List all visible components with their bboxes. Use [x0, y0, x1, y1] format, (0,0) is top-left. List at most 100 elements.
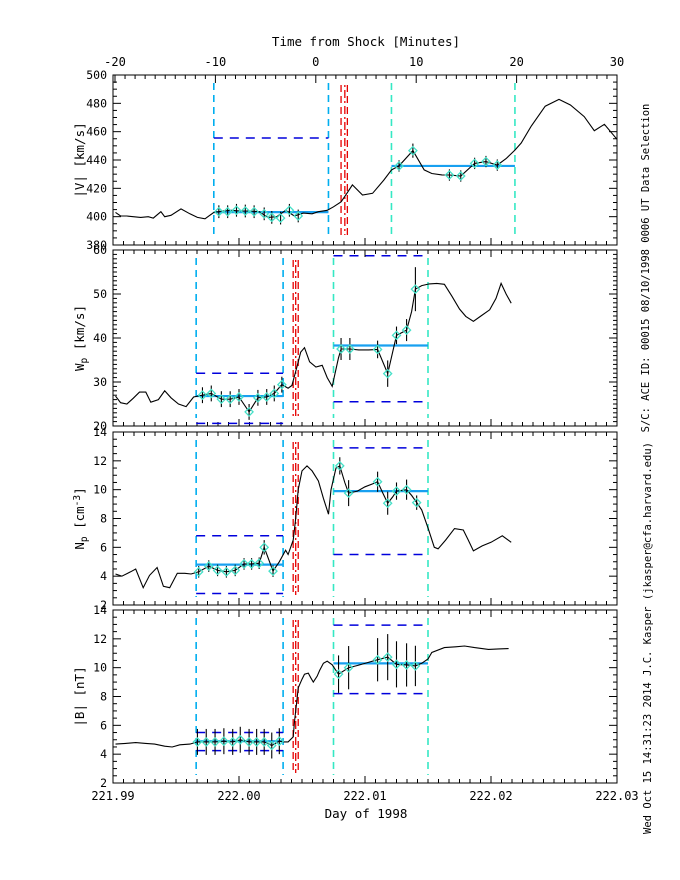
x-tick-label: 222.02 — [469, 789, 512, 803]
axis-box — [112, 74, 618, 246]
marker-diamond — [197, 390, 208, 401]
marker-diamond — [407, 145, 418, 156]
y-axis-label: Wp [km/s] — [72, 305, 90, 371]
marker-diamond — [343, 662, 354, 673]
y-tick-label: 20 — [93, 419, 107, 433]
marker-diamond — [240, 206, 251, 216]
y-tick-label: 40 — [93, 331, 107, 345]
y-tick-label: 8 — [100, 690, 107, 704]
marker-diamond — [212, 565, 223, 576]
marker-diamond — [268, 566, 278, 577]
marker-diamond — [334, 460, 345, 471]
marker-diamond — [293, 211, 304, 221]
marker-diamond — [210, 736, 220, 747]
marker-diamond — [372, 344, 383, 355]
x-tick-label: 222.01 — [343, 789, 386, 803]
top-tick-label: 20 — [509, 55, 523, 69]
marker-diamond — [455, 171, 466, 181]
y-axis-label: Np [cm-3] — [72, 487, 90, 549]
marker-diamond — [230, 565, 241, 576]
y-tick-label: 12 — [93, 454, 107, 468]
panel-wp: 20 30 40 50 60 Wp [km/s] — [72, 243, 618, 433]
marker-diamond — [259, 208, 270, 219]
marker-diamond — [401, 660, 412, 670]
marker-diamond — [336, 344, 346, 354]
marker-diamond — [444, 170, 455, 180]
marker-diamond — [372, 476, 383, 487]
top-tick-label: -20 — [104, 55, 126, 69]
marker-diamond — [382, 368, 393, 379]
marker-diamond — [216, 394, 227, 405]
marker-diamond — [252, 392, 263, 403]
top-axis-title: Time from Shock [Minutes] — [272, 34, 460, 49]
axis-box — [112, 249, 618, 427]
marker-diamond — [274, 736, 285, 747]
marker-diamond — [213, 206, 224, 217]
y-tick-label: 6 — [100, 718, 107, 732]
marker-diamond — [266, 212, 277, 223]
marker-diamond — [284, 205, 295, 216]
marker-diamond — [469, 158, 480, 169]
marker-diamond — [401, 484, 412, 495]
marker-diamond — [221, 566, 232, 577]
data-line — [115, 465, 512, 590]
marker-diamond — [201, 736, 212, 747]
y-tick-label: 4 — [100, 569, 107, 583]
marker-diamond — [246, 558, 257, 569]
data-line — [115, 281, 512, 413]
y-tick-label: 440 — [86, 153, 107, 167]
y-tick-label: 50 — [93, 287, 107, 301]
y-tick-label: 10 — [93, 661, 107, 675]
x-tick-label: 222.00 — [217, 789, 260, 803]
y-tick-label: 380 — [86, 238, 107, 252]
x-axis-title: Day of 1998 — [325, 806, 408, 821]
marker-diamond — [269, 388, 280, 399]
marker-diamond — [193, 566, 204, 577]
panel-vmag: 380 400 420 440 460 480 500-20 -10 0 10 20 30 |V| [k… — [72, 55, 624, 252]
y-axis-label: |B| [nT] — [72, 666, 87, 726]
marker-diamond — [244, 736, 254, 747]
y-tick-label: 6 — [100, 540, 107, 554]
marker-diamond — [343, 488, 354, 499]
y-tick-label: 60 — [93, 243, 107, 257]
marker-diamond — [218, 736, 229, 747]
marker-diamond — [391, 486, 402, 497]
marker-diamond — [261, 392, 272, 402]
marker-diamond — [391, 659, 402, 670]
y-tick-label: 10 — [93, 483, 107, 497]
top-tick-label: 0 — [312, 55, 319, 69]
x-tick-label: 221.99 — [91, 789, 134, 803]
y-tick-label: 2 — [100, 598, 107, 612]
marker-diamond — [227, 736, 238, 747]
marker-diamond — [222, 206, 233, 217]
marker-diamond — [275, 213, 286, 224]
marker-diamond — [254, 558, 265, 569]
marker-diamond — [382, 498, 393, 509]
y-tick-label: 460 — [86, 125, 107, 139]
marker-diamond — [410, 284, 421, 295]
y-tick-label: 480 — [86, 96, 107, 110]
y-tick-label: 8 — [100, 512, 107, 526]
top-tick-label: -10 — [205, 55, 227, 69]
panel-bmag: 2 4 6 8 10 12 14 221.99 222.00 222.01 222.02 222.03… — [72, 603, 639, 803]
marker-diamond — [235, 734, 246, 745]
y-tick-label: 500 — [86, 68, 107, 82]
top-tick-label: 10 — [409, 55, 423, 69]
marker-diamond — [481, 156, 491, 167]
marker-diamond — [372, 654, 383, 665]
marker-diamond — [391, 330, 402, 341]
marker-diamond — [244, 407, 254, 417]
marker-diamond — [410, 661, 421, 671]
right-annotation-upper: S/C: ACE ID: 00015 08/10/1998 0006 UT Da… — [640, 104, 652, 433]
y-tick-label: 4 — [100, 747, 107, 761]
marker-diamond — [225, 394, 236, 405]
marker-diamond — [401, 325, 412, 335]
marker-diamond — [276, 379, 287, 390]
panel-np: 2 4 6 8 10 12 14 Np [cm-3] — [72, 425, 618, 612]
y-tick-label: 420 — [86, 181, 107, 195]
marker-diamond — [231, 205, 242, 216]
right-annotation-lower: Wed Oct 15 14:31:23 2014 J.C. Kasper (jk… — [642, 442, 654, 834]
marker-diamond — [259, 542, 270, 553]
